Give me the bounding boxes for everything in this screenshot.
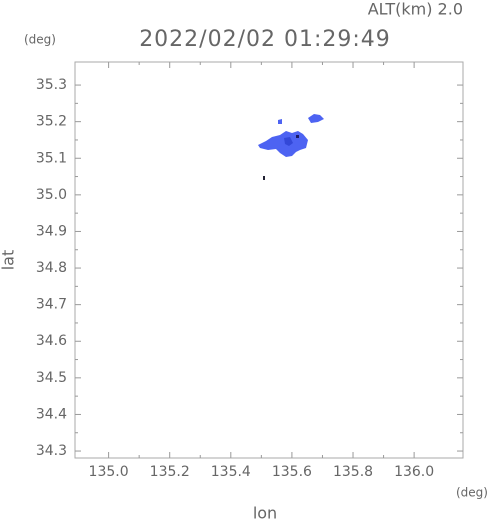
echo-area xyxy=(258,114,324,180)
chart-title: 2022/02/02 01:29:49 xyxy=(139,27,391,52)
echo-core xyxy=(284,137,293,146)
y-tick-label: 35.0 xyxy=(36,187,67,203)
x-tick-label: 136.0 xyxy=(394,464,434,480)
y-axis-label: lat xyxy=(0,250,18,271)
x-axis-label: lon xyxy=(253,504,277,521)
y-tick-label: 34.6 xyxy=(36,333,67,349)
echo-blob xyxy=(258,131,308,157)
echo-blob xyxy=(308,114,324,123)
echo-blob xyxy=(278,119,282,124)
y-tick-label: 35.2 xyxy=(36,114,67,130)
x-tick-label: 135.4 xyxy=(211,464,251,480)
y-tick-label: 34.7 xyxy=(36,297,67,313)
y-tick-label: 35.1 xyxy=(36,150,67,166)
altitude-label: ALT(km) 2.0 xyxy=(368,0,463,19)
echo-core xyxy=(296,135,299,138)
echo-blob xyxy=(263,176,265,180)
y-tick-label: 34.8 xyxy=(36,260,67,276)
y-tick-label: 34.5 xyxy=(36,370,67,386)
x-tick-label: 135.2 xyxy=(150,464,190,480)
y-tick-label: 34.9 xyxy=(36,223,67,239)
x-tick-label: 135.8 xyxy=(333,464,373,480)
x-tick-label: 135.0 xyxy=(89,464,129,480)
y-tick-label: 35.3 xyxy=(36,77,67,93)
x-tick-label: 135.6 xyxy=(272,464,312,480)
y-unit: (deg) xyxy=(24,33,56,47)
y-tick-label: 34.3 xyxy=(36,443,67,459)
plot-frame xyxy=(74,61,464,459)
y-tick-label: 34.4 xyxy=(36,406,67,422)
x-unit: (deg) xyxy=(456,486,488,500)
